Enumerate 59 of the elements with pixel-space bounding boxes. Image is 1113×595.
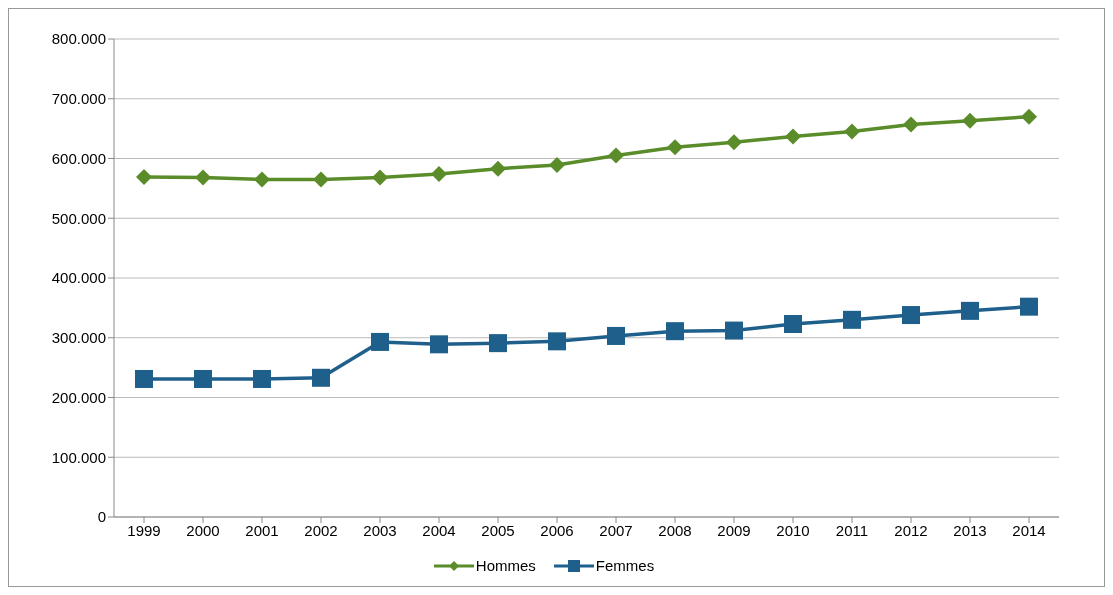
point — [843, 310, 861, 329]
x-tick-label: 2000 — [186, 521, 220, 539]
y-tick-label: 600.000 — [51, 149, 106, 167]
point — [430, 335, 448, 354]
point — [254, 171, 270, 188]
point — [844, 123, 860, 140]
y-tick-label: 800.000 — [51, 30, 106, 48]
x-tick-label: 2006 — [540, 521, 574, 539]
y-tick-label: 200.000 — [51, 388, 106, 406]
y-tick-label: 300.000 — [51, 329, 106, 347]
x-tick-label: 2009 — [717, 521, 751, 539]
point — [313, 171, 329, 188]
x-tick-label: 2005 — [481, 521, 515, 539]
x-tick-label: 2013 — [953, 521, 987, 539]
y-tick-label: 100.000 — [51, 448, 106, 466]
point — [490, 160, 506, 177]
y-tick-label: 0 — [97, 508, 106, 526]
point — [371, 332, 389, 351]
point — [607, 326, 625, 345]
point — [548, 332, 566, 351]
point — [194, 369, 212, 388]
point — [136, 169, 152, 186]
y-tick-label: 500.000 — [51, 209, 106, 227]
x-tick-label: 2001 — [245, 521, 279, 539]
point — [372, 169, 388, 186]
point — [253, 369, 271, 388]
x-tick-label: 2014 — [1012, 521, 1046, 539]
x-tick-label: 2004 — [422, 521, 456, 539]
y-tick-label: 400.000 — [51, 269, 106, 287]
point — [608, 147, 624, 164]
y-tick-label: 700.000 — [51, 90, 106, 108]
point — [135, 369, 153, 388]
point — [1020, 297, 1038, 316]
legend-label: Femmes — [595, 557, 655, 574]
x-tick-label: 2010 — [776, 521, 810, 539]
point — [962, 112, 978, 129]
point — [725, 321, 743, 340]
legend-label: Hommes — [475, 557, 536, 574]
x-tick-label: 2008 — [658, 521, 692, 539]
x-tick-label: 2002 — [304, 521, 338, 539]
point — [902, 306, 920, 325]
point — [726, 134, 742, 151]
point — [1021, 108, 1037, 125]
x-tick-label: 2012 — [894, 521, 928, 539]
point — [431, 166, 447, 183]
point — [784, 315, 802, 334]
point — [785, 128, 801, 145]
point — [195, 169, 211, 186]
point — [667, 139, 683, 156]
x-tick-label: 1999 — [127, 521, 161, 539]
x-tick-label: 2003 — [363, 521, 397, 539]
x-tick-label: 2011 — [835, 521, 869, 539]
point — [903, 116, 919, 133]
point — [961, 301, 979, 320]
point — [549, 157, 565, 174]
point — [489, 334, 507, 353]
point — [312, 368, 330, 387]
x-tick-label: 2007 — [599, 521, 633, 539]
point — [666, 322, 684, 341]
